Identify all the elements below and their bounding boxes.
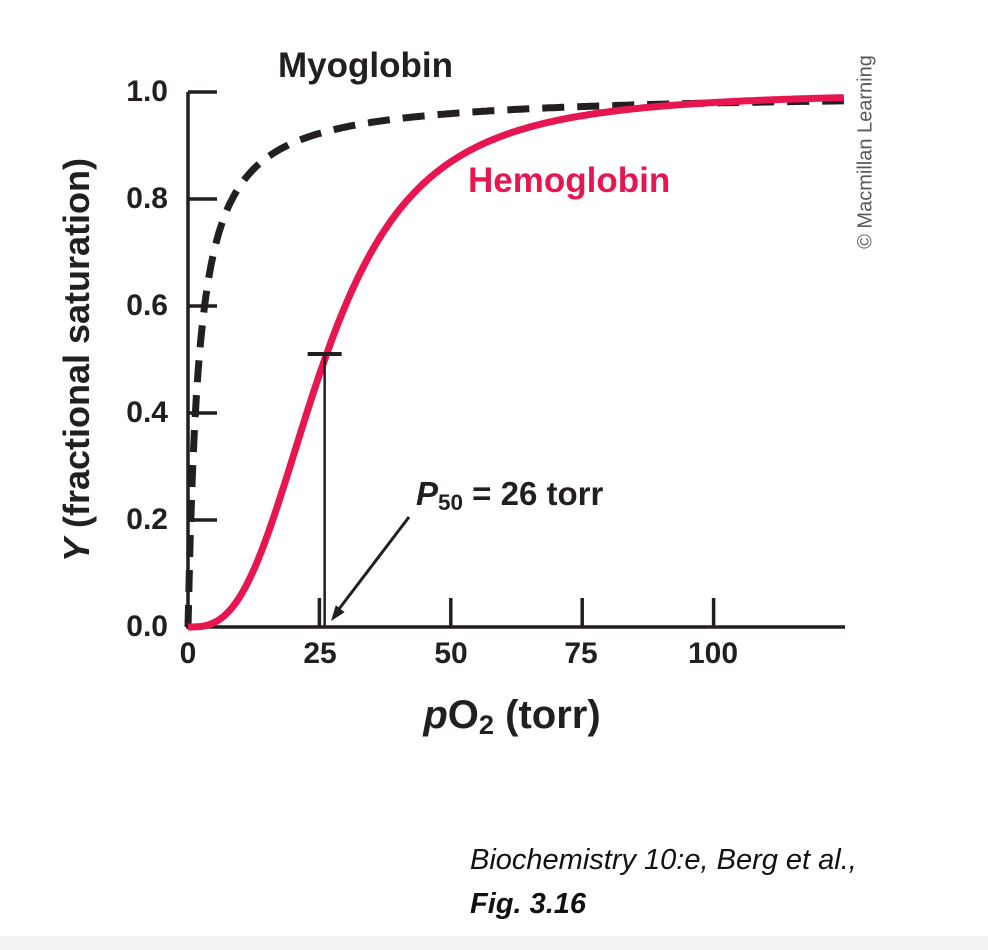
y-tick-label-0.0: 0.0 [126, 610, 168, 643]
x-axis-title: pO2 (torr) [423, 695, 600, 740]
x-tick-label-100: 100 [687, 637, 739, 670]
figure-caption: Biochemistry 10:e, Berg et al., Fig. 3.1… [470, 838, 857, 926]
y-tick-label-0.4: 0.4 [126, 396, 168, 429]
y-tick-label-0.6: 0.6 [126, 289, 168, 322]
x-axis-title-p: p [423, 693, 448, 737]
y-tick-label-1.0: 1.0 [126, 75, 168, 108]
p50-symbol: P [416, 475, 439, 512]
y-axis-title: Y (fractional saturation) [56, 157, 97, 563]
p50-value: = 26 torr [472, 475, 604, 512]
x-axis-title-unit: (torr) [494, 693, 601, 737]
hemoglobin-curve [188, 94, 845, 631]
hemoglobin-curve-label: Hemoglobin [468, 161, 671, 200]
p50-subscript: 50 [438, 489, 463, 515]
x-axis-title-sub: 2 [478, 708, 495, 740]
caption-figure-number: Fig. 3.16 [470, 888, 587, 920]
x-tick-label-75: 75 [564, 637, 598, 670]
p50-annotation: P50 = 26 torr [416, 476, 603, 516]
x-tick-label-0: 0 [179, 637, 197, 670]
x-tick-label-25: 25 [303, 637, 337, 670]
x-axis-title-o: O [447, 693, 479, 737]
y-axis-title-y: Y [56, 538, 97, 563]
y-tick-label-0.2: 0.2 [126, 503, 168, 536]
copyright-notice: © Macmillan Learning [854, 55, 877, 249]
caption-source: Biochemistry 10:e, Berg et al., [470, 844, 857, 876]
y-tick-label-0.8: 0.8 [126, 182, 168, 215]
bottom-band [0, 936, 988, 950]
y-axis-title-text: (fractional saturation) [56, 157, 97, 539]
p50-arrowhead-icon [331, 605, 345, 621]
p50-arrow-line [337, 516, 411, 610]
myoglobin-curve-label: Myoglobin [278, 46, 453, 85]
x-tick-label-50: 50 [434, 637, 468, 670]
